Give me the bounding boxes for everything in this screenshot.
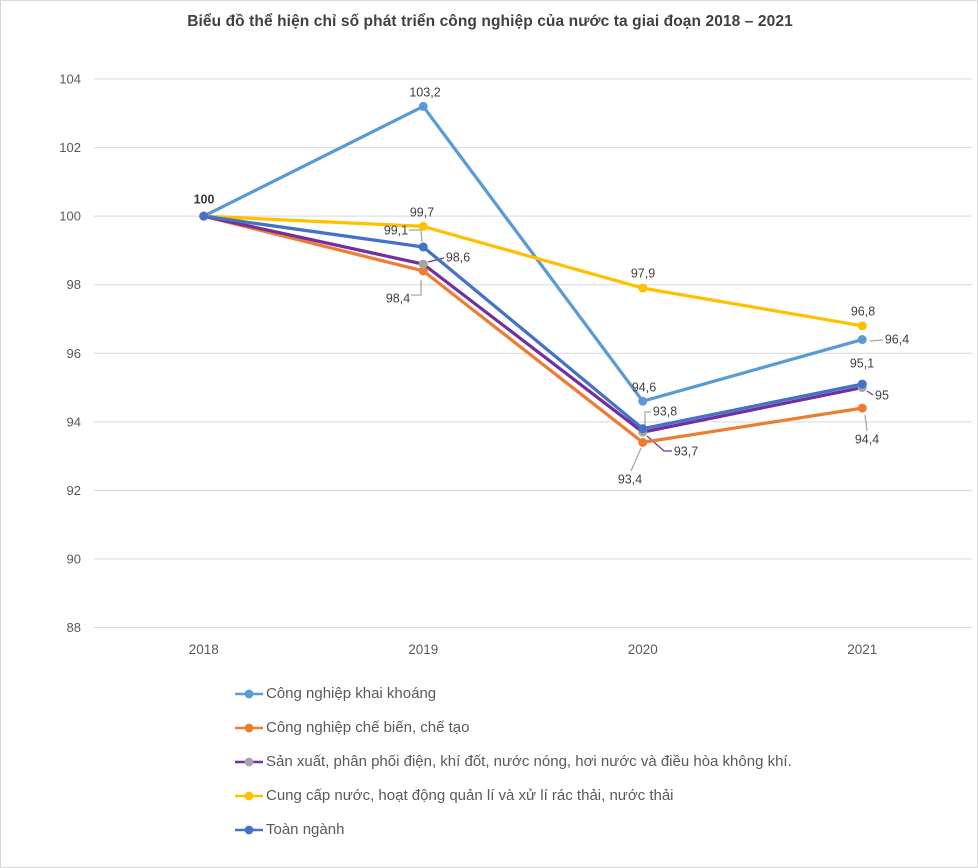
data-label: 98,4 <box>386 292 410 306</box>
data-point-s4 <box>418 242 428 252</box>
data-label: 93,8 <box>653 405 677 419</box>
series-line-2 <box>202 214 864 434</box>
legend-label: Cung cấp nước, hoạt động quản lí và xử l… <box>266 787 674 804</box>
data-label: 99,1 <box>384 224 408 238</box>
legend-label: Sản xuất, phân phối điện, khí đốt, nước … <box>266 753 792 770</box>
label-leader <box>411 280 422 296</box>
legend-item-2: Sản xuất, phân phối điện, khí đốt, nước … <box>234 750 792 773</box>
x-tick-label: 2021 <box>847 642 877 657</box>
data-label: 96,4 <box>885 333 909 347</box>
y-tick-label: 88 <box>67 620 81 635</box>
y-tick-label: 90 <box>67 551 81 566</box>
chart-title: Biểu đồ thể hiện chỉ số phát triển công … <box>187 13 793 30</box>
data-point-s2 <box>418 259 428 269</box>
label-leader <box>869 339 884 342</box>
y-tick-label: 96 <box>67 346 81 361</box>
data-point-s4 <box>857 379 867 389</box>
data-label: 99,7 <box>410 206 434 220</box>
label-leader <box>630 447 642 472</box>
x-tick-label: 2020 <box>628 642 658 657</box>
legend-item-3: Cung cấp nước, hoạt động quản lí và xử l… <box>234 784 792 807</box>
data-point-s3 <box>418 221 428 231</box>
series-line-1 <box>202 214 864 445</box>
legend-item-4: Toàn ngành <box>234 818 792 841</box>
y-tick-label: 94 <box>67 414 81 429</box>
data-point-s0 <box>857 335 867 345</box>
data-label: 94,4 <box>855 433 879 447</box>
label-leader <box>427 257 445 263</box>
legend-marker-icon <box>235 689 263 698</box>
legend-label: Công nghiệp chế biến, chế tạo <box>266 719 470 736</box>
data-point-s3 <box>638 283 648 293</box>
data-point-s0 <box>638 396 648 406</box>
data-label: 93,4 <box>618 473 642 487</box>
data-label: 94,6 <box>632 381 656 395</box>
y-tick-label: 92 <box>67 483 81 498</box>
label-leader <box>409 229 423 243</box>
data-point-s4 <box>638 424 648 434</box>
data-point-s1 <box>638 437 648 447</box>
data-label: 103,2 <box>409 86 440 100</box>
y-tick-label: 98 <box>67 277 81 292</box>
data-point-s4 <box>199 211 209 221</box>
label-leader <box>644 411 651 426</box>
series-line-4 <box>202 214 864 431</box>
legend-item-1: Công nghiệp chế biến, chế tạo <box>234 716 792 739</box>
data-label: 95 <box>875 389 889 403</box>
y-tick-label: 100 <box>59 209 81 224</box>
legend: Công nghiệp khai khoáng Công nghiệp chế b… <box>234 682 792 852</box>
data-label: 97,9 <box>631 267 655 281</box>
data-label: 93,7 <box>674 445 698 459</box>
y-tick-label: 104 <box>59 72 81 87</box>
legend-marker-icon <box>235 757 263 766</box>
y-tick-label: 102 <box>59 140 81 155</box>
series-line-0 <box>202 104 864 403</box>
legend-marker-icon <box>235 723 263 732</box>
legend-label: Toàn ngành <box>266 821 345 838</box>
data-label: 100 <box>194 193 215 207</box>
data-label: 96,8 <box>851 305 875 319</box>
data-label: 98,6 <box>446 251 470 265</box>
legend-item-0: Công nghiệp khai khoáng <box>234 682 792 705</box>
data-label: 95,1 <box>850 357 874 371</box>
series-line-3 <box>202 214 864 328</box>
label-leader <box>866 390 874 396</box>
legend-marker-icon <box>235 825 263 834</box>
data-point-s1 <box>418 266 428 276</box>
label-leader <box>864 414 868 432</box>
legend-label: Công nghiệp khai khoáng <box>266 685 437 702</box>
data-point-s1 <box>857 403 867 413</box>
data-point-s3 <box>857 321 867 331</box>
x-tick-label: 2018 <box>189 642 219 657</box>
data-point-s0 <box>418 101 428 111</box>
x-tick-label: 2019 <box>408 642 438 657</box>
legend-marker-icon <box>235 791 263 800</box>
